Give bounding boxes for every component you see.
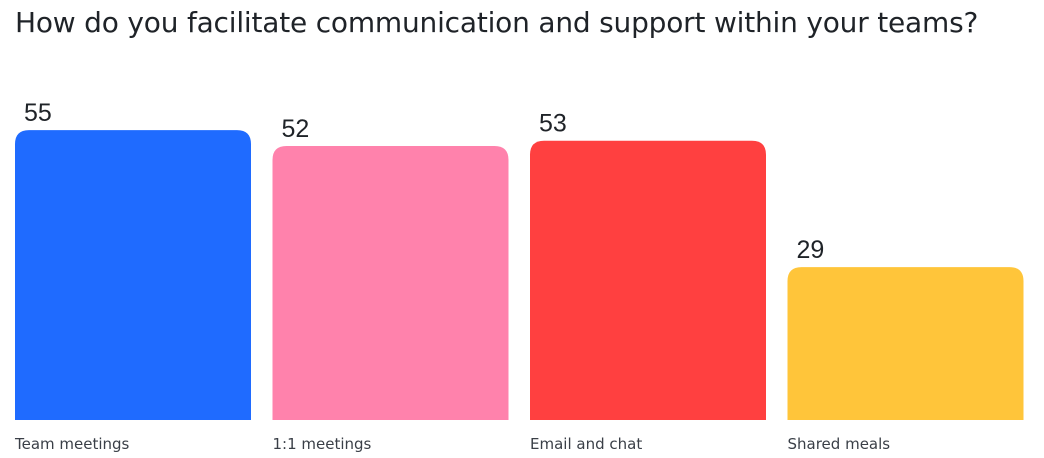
bar-1-1-meetings: [272, 145, 509, 420]
value-label-email-and-chat: 53: [539, 110, 567, 138]
category-labels-layer: Team meetings 1:1 meetings Email and chat S…: [14, 435, 890, 453]
category-label-email-and-chat: Email and chat: [530, 435, 642, 453]
value-label-team-meetings: 55: [24, 99, 52, 127]
bar-shared-meals: [787, 267, 1024, 420]
value-labels-layer: 55 52 53 29: [24, 99, 824, 264]
category-label-shared-meals: Shared meals: [788, 435, 891, 453]
value-label-1-1-meetings: 52: [282, 115, 310, 143]
bar-email-and-chat: [530, 140, 766, 420]
bar-team-meetings: [15, 130, 251, 420]
bars-layer: [15, 130, 1024, 420]
value-label-shared-meals: 29: [797, 236, 825, 264]
category-label-team-meetings: Team meetings: [14, 435, 130, 453]
category-label-1-1-meetings: 1:1 meetings: [273, 435, 372, 453]
chart-title: How do you facilitate communication and …: [15, 6, 979, 39]
